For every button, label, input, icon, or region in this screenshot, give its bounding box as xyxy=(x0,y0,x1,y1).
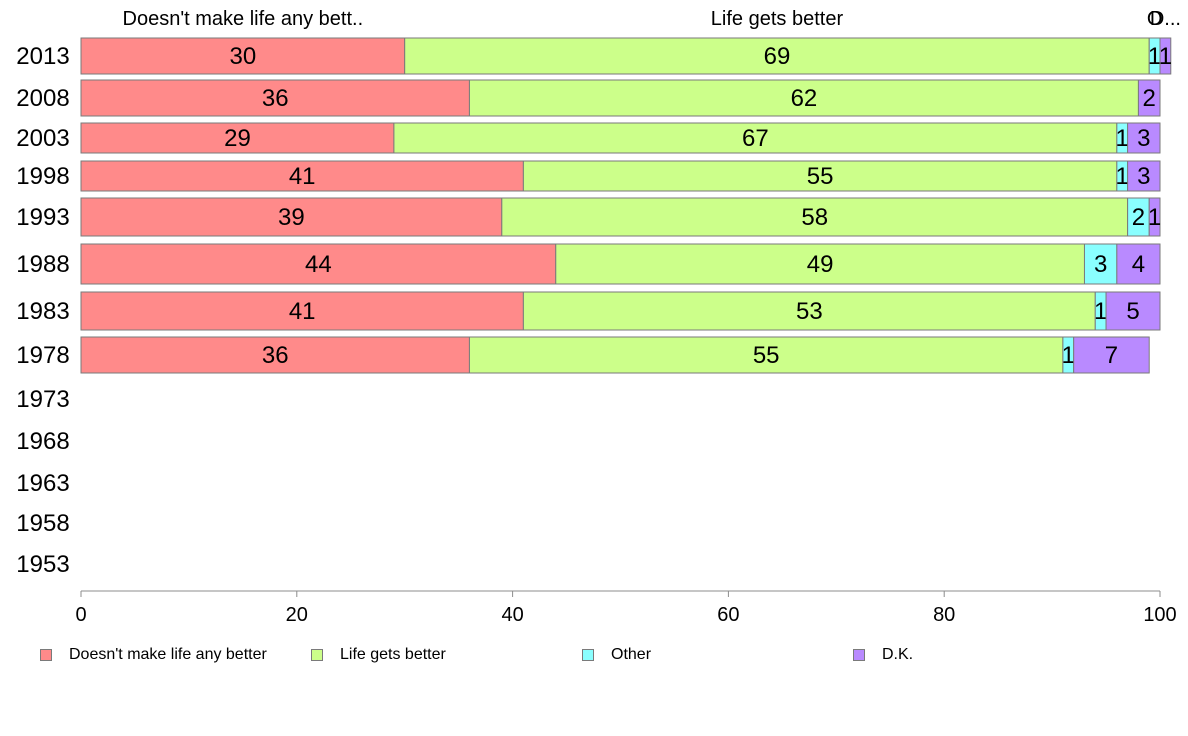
legend-swatch xyxy=(582,649,594,661)
bar-d-k-1998 xyxy=(1127,160,1161,192)
y-tick-label: 2003 xyxy=(16,125,69,152)
data-label: 1 xyxy=(1148,204,1161,231)
bar-doesn-t-make-life-any-better-1998 xyxy=(80,160,524,192)
data-label: 5 xyxy=(1126,298,1139,325)
legend-label: Other xyxy=(611,646,652,663)
data-label: 41 xyxy=(289,163,316,190)
x-tick-label: 80 xyxy=(933,604,955,626)
x-tick-label: 40 xyxy=(501,604,523,626)
y-tick-label: 1958 xyxy=(16,510,69,537)
bar-doesn-t-make-life-any-better-1993 xyxy=(80,197,503,237)
bar-d-k-2013 xyxy=(1159,37,1172,75)
legend-label: Doesn't make life any better xyxy=(69,646,267,663)
data-label: 55 xyxy=(807,163,834,190)
legend-label: Life gets better xyxy=(340,646,446,663)
data-label: 62 xyxy=(791,85,818,112)
y-tick-label: 2013 xyxy=(16,43,69,70)
y-tick-label: 1978 xyxy=(16,342,69,369)
data-label: 1 xyxy=(1116,125,1129,152)
bar-other-1988 xyxy=(1083,243,1118,285)
bar-doesn-t-make-life-any-better-1988 xyxy=(80,243,557,285)
y-tick-label: 1983 xyxy=(16,298,69,325)
data-label: 36 xyxy=(262,85,289,112)
data-label: 36 xyxy=(262,342,289,369)
bar-d-k-2003 xyxy=(1127,122,1161,154)
data-label: 1 xyxy=(1148,43,1161,70)
data-label: 29 xyxy=(224,125,251,152)
series-header-other: O xyxy=(1147,8,1163,30)
y-tick-label: 1998 xyxy=(16,163,69,190)
data-label: 49 xyxy=(807,251,834,278)
data-label: 44 xyxy=(305,251,332,278)
y-tick-label: 2008 xyxy=(16,85,69,112)
data-label: 58 xyxy=(801,204,828,231)
data-label: 67 xyxy=(742,125,769,152)
x-tick-label: 100 xyxy=(1143,604,1176,626)
data-label: 53 xyxy=(796,298,823,325)
series-header-d-k: D... xyxy=(1150,8,1181,30)
data-label: 1 xyxy=(1094,298,1107,325)
bar-doesn-t-make-life-any-better-2008 xyxy=(80,79,470,117)
legend-swatch xyxy=(40,649,52,661)
legend-item-doesnt-make-life-better: Doesn't make life any better xyxy=(40,645,267,665)
series-header-doesn-t-make-life-any-better: Doesn't make life any bett.. xyxy=(123,8,364,30)
bar-d-k-1983 xyxy=(1105,291,1161,331)
bar-doesn-t-make-life-any-better-1978 xyxy=(80,336,470,374)
x-tick-label: 20 xyxy=(286,604,308,626)
data-label: 7 xyxy=(1105,342,1118,369)
y-tick-label: 1968 xyxy=(16,428,69,455)
data-label: 3 xyxy=(1137,125,1150,152)
data-label: 4 xyxy=(1132,251,1145,278)
data-label: 2 xyxy=(1132,204,1145,231)
series-header-labels: Doesn't make life any bett.. Life gets be… xyxy=(123,8,1181,30)
bar-life-gets-better-2013 xyxy=(404,37,1150,75)
y-tick-label: 1953 xyxy=(16,551,69,578)
data-label: 30 xyxy=(229,43,256,70)
y-tick-label: 1973 xyxy=(16,386,69,413)
data-label: 1 xyxy=(1062,342,1075,369)
data-label: 2 xyxy=(1143,85,1156,112)
bar-doesn-t-make-life-any-better-1983 xyxy=(80,291,524,331)
legend-swatch xyxy=(311,649,323,661)
bar-life-gets-better-1988 xyxy=(555,243,1085,285)
series-header-life-gets-better: Life gets better xyxy=(711,8,844,30)
bar-d-k-1988 xyxy=(1116,243,1161,285)
bar-d-k-2008 xyxy=(1137,79,1161,117)
legend: Doesn't make life any better Life gets b… xyxy=(40,645,1140,665)
legend-item-other: Other xyxy=(582,645,651,665)
data-label: 39 xyxy=(278,204,305,231)
legend-item-dk: D.K. xyxy=(853,645,913,665)
bar-d-k-1978 xyxy=(1073,336,1150,374)
x-axis: 0 20 40 60 80 100 xyxy=(75,590,1177,626)
data-label: 3 xyxy=(1094,251,1107,278)
legend-item-life-gets-better: Life gets better xyxy=(311,645,446,665)
data-label: 55 xyxy=(753,342,780,369)
bar-d-k-1993 xyxy=(1148,197,1161,237)
data-label: 3 xyxy=(1137,163,1150,190)
y-tick-label: 1988 xyxy=(16,251,69,278)
data-label: 1 xyxy=(1159,43,1172,70)
data-label: 1 xyxy=(1116,163,1129,190)
data-label: 69 xyxy=(764,43,791,70)
y-tick-label: 1963 xyxy=(16,470,69,497)
x-tick-label: 60 xyxy=(717,604,739,626)
y-axis-labels: 2013 2008 2003 1998 1993 1988 1983 1978 1973 1968… xyxy=(16,43,69,578)
data-label: 41 xyxy=(289,298,316,325)
y-tick-label: 1993 xyxy=(16,204,69,231)
x-tick-label: 0 xyxy=(75,604,86,626)
legend-swatch xyxy=(853,649,865,661)
legend-label: D.K. xyxy=(882,646,914,663)
